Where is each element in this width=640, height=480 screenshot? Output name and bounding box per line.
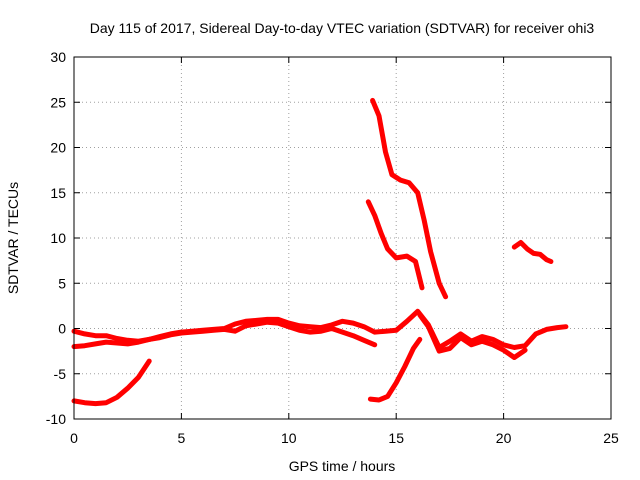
series-track-high-descent: [370, 97, 449, 300]
x-tick-label-20: 20: [496, 430, 512, 446]
series-track-afternoon-dip: [417, 312, 528, 360]
y-tick-label-5: 5: [58, 275, 66, 291]
x-tick-label-25: 25: [603, 430, 619, 446]
y-tick-label-20: 20: [50, 140, 66, 156]
x-tick-label-5: 5: [178, 430, 186, 446]
x-tick-label-0: 0: [70, 430, 78, 446]
x-tick-label-10: 10: [281, 430, 297, 446]
y-tick-label-25: 25: [50, 94, 66, 110]
series-track-afternoon-rise: [367, 336, 423, 403]
y-tick-label--10: -10: [46, 411, 66, 427]
x-axis-title: GPS time / hours: [289, 458, 396, 474]
x-tick-label-15: 15: [388, 430, 404, 446]
series-track-morning-dip: [71, 358, 152, 407]
grid-lines: [74, 57, 611, 419]
axis-ticks: [73, 56, 612, 420]
x-axis-tick-labels: 0 5 10 15 20 25: [70, 430, 619, 446]
series-track-lower-baseline: [71, 319, 378, 350]
y-tick-label-0: 0: [58, 321, 66, 337]
y-tick-label-15: 15: [50, 185, 66, 201]
y-axis-tick-labels: -10 -5 0 5 10 15 20 25 30: [46, 49, 66, 427]
y-tick-label-10: 10: [50, 230, 66, 246]
series-track-mid-descent: [365, 199, 425, 291]
series-track-evening-arc: [511, 240, 554, 264]
y-tick-label--5: -5: [54, 366, 67, 382]
data-series: [71, 97, 569, 407]
y-tick-label-30: 30: [50, 49, 66, 65]
chart-title: Day 115 of 2017, Sidereal Day-to-day VTE…: [90, 20, 595, 36]
y-axis-title: SDTVAR / TECUs: [5, 182, 21, 294]
